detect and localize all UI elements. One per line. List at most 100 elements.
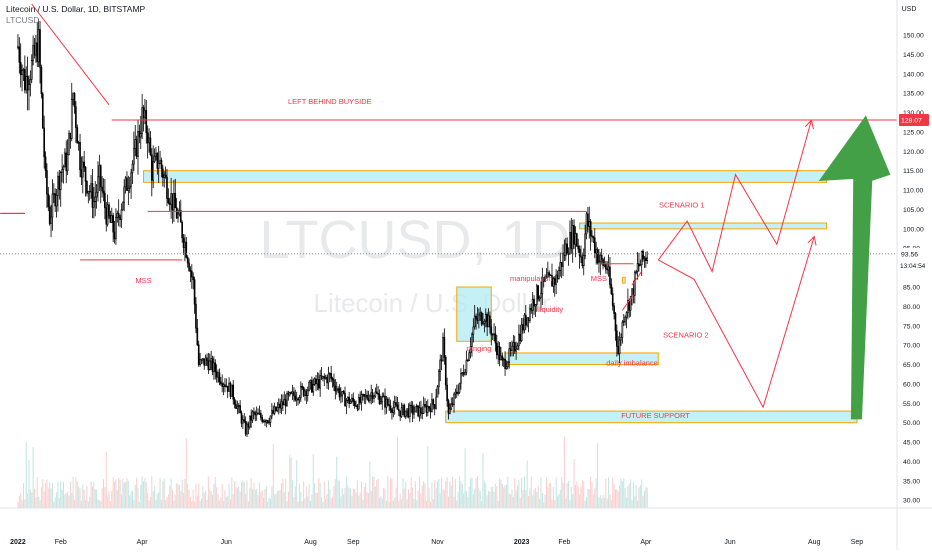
volume-bar xyxy=(206,500,208,508)
volume-bar xyxy=(138,501,140,508)
candle-body xyxy=(211,358,214,372)
candle-body xyxy=(204,357,207,366)
volume-bar xyxy=(79,488,81,508)
candle-body xyxy=(465,360,468,373)
volume-bar xyxy=(33,488,36,508)
candle-body xyxy=(393,402,396,408)
candle-body xyxy=(288,392,291,396)
candle-body xyxy=(451,403,454,406)
volume-bar xyxy=(456,500,458,508)
candle-body xyxy=(439,359,442,372)
volume-bar xyxy=(71,493,73,508)
candle-body xyxy=(95,191,98,198)
volume-bar xyxy=(591,482,593,508)
candle-body xyxy=(345,400,348,407)
candle-body xyxy=(72,93,74,100)
volume-bar xyxy=(541,493,543,508)
volume-bar xyxy=(220,497,222,508)
volume-bar xyxy=(203,492,205,508)
candle-body xyxy=(605,264,607,270)
candle-body xyxy=(99,165,102,188)
volume-bar xyxy=(616,489,618,508)
candle-body xyxy=(428,406,430,409)
volume-bar xyxy=(348,487,350,508)
volume-bar xyxy=(568,480,570,508)
volume-bar xyxy=(398,500,400,508)
volume-bar xyxy=(547,487,549,508)
volume-bar xyxy=(554,500,556,508)
volume-bar xyxy=(515,490,517,508)
volume-bar xyxy=(417,490,419,508)
candle-body xyxy=(548,272,551,276)
volume-bar xyxy=(387,476,389,508)
volume-bar xyxy=(256,488,258,508)
volume-bar xyxy=(421,485,423,508)
candle-body xyxy=(91,183,94,208)
candle-body xyxy=(640,250,643,266)
candle-body xyxy=(432,399,435,405)
volume-bar xyxy=(216,487,218,508)
volume-bar xyxy=(287,491,289,508)
volume-bar xyxy=(557,496,559,508)
candle-body xyxy=(530,308,533,311)
volume-bar xyxy=(246,480,248,508)
candle-body xyxy=(35,42,37,56)
volume-bar xyxy=(78,486,80,508)
volume-bar xyxy=(96,489,98,508)
volume-bar xyxy=(612,477,614,508)
time-tick-11: Aug xyxy=(808,539,821,546)
volume-bar xyxy=(72,476,74,508)
candle-body xyxy=(128,185,131,189)
candle-body xyxy=(331,378,334,381)
candle-body xyxy=(411,405,414,415)
volume-bar xyxy=(423,481,425,508)
candle-body xyxy=(80,169,83,178)
candle-body xyxy=(598,261,600,264)
candle-body xyxy=(610,284,613,294)
time-tick-3: Jun xyxy=(221,539,232,546)
volume-bar xyxy=(76,481,78,508)
candle-body xyxy=(264,420,266,423)
volume-bar xyxy=(576,481,578,508)
candle-body xyxy=(617,346,620,355)
volume-bar xyxy=(601,498,603,508)
candle-body xyxy=(271,410,273,417)
price-badge-last-bg xyxy=(899,247,929,260)
candle-body xyxy=(436,386,439,398)
candle-body xyxy=(366,394,368,399)
volume-bar xyxy=(122,479,124,508)
candle-body xyxy=(483,320,486,324)
volume-bar xyxy=(185,438,187,508)
candle-body xyxy=(472,326,475,335)
candle-body xyxy=(102,190,105,194)
candle-body xyxy=(410,404,413,407)
scenario-1-path-arrowhead xyxy=(804,119,814,130)
candle-body xyxy=(357,397,360,410)
volume-bar xyxy=(561,477,563,508)
volume-bar xyxy=(188,489,190,508)
volume-bar xyxy=(352,488,354,508)
candle-body xyxy=(284,399,287,407)
candle-body xyxy=(552,278,555,287)
candle-body xyxy=(363,394,366,397)
volume-bar xyxy=(275,493,277,508)
volume-bar xyxy=(613,483,615,508)
volume-bar xyxy=(501,483,503,508)
candle-body xyxy=(235,404,237,409)
volume-bar xyxy=(401,499,403,508)
candle-body xyxy=(141,107,143,134)
candle-body xyxy=(84,166,87,182)
candle-body xyxy=(326,377,328,384)
candle-body xyxy=(553,278,556,285)
volume-bar xyxy=(285,478,287,508)
volume-bar xyxy=(372,476,374,508)
candle-body xyxy=(555,274,557,285)
candle-body xyxy=(523,314,526,331)
volume-bar xyxy=(608,477,610,508)
volume-bar xyxy=(152,491,154,508)
candle-body xyxy=(502,358,505,361)
volume-bar xyxy=(54,497,56,508)
candle-body xyxy=(603,264,606,266)
candle-body xyxy=(335,388,338,392)
